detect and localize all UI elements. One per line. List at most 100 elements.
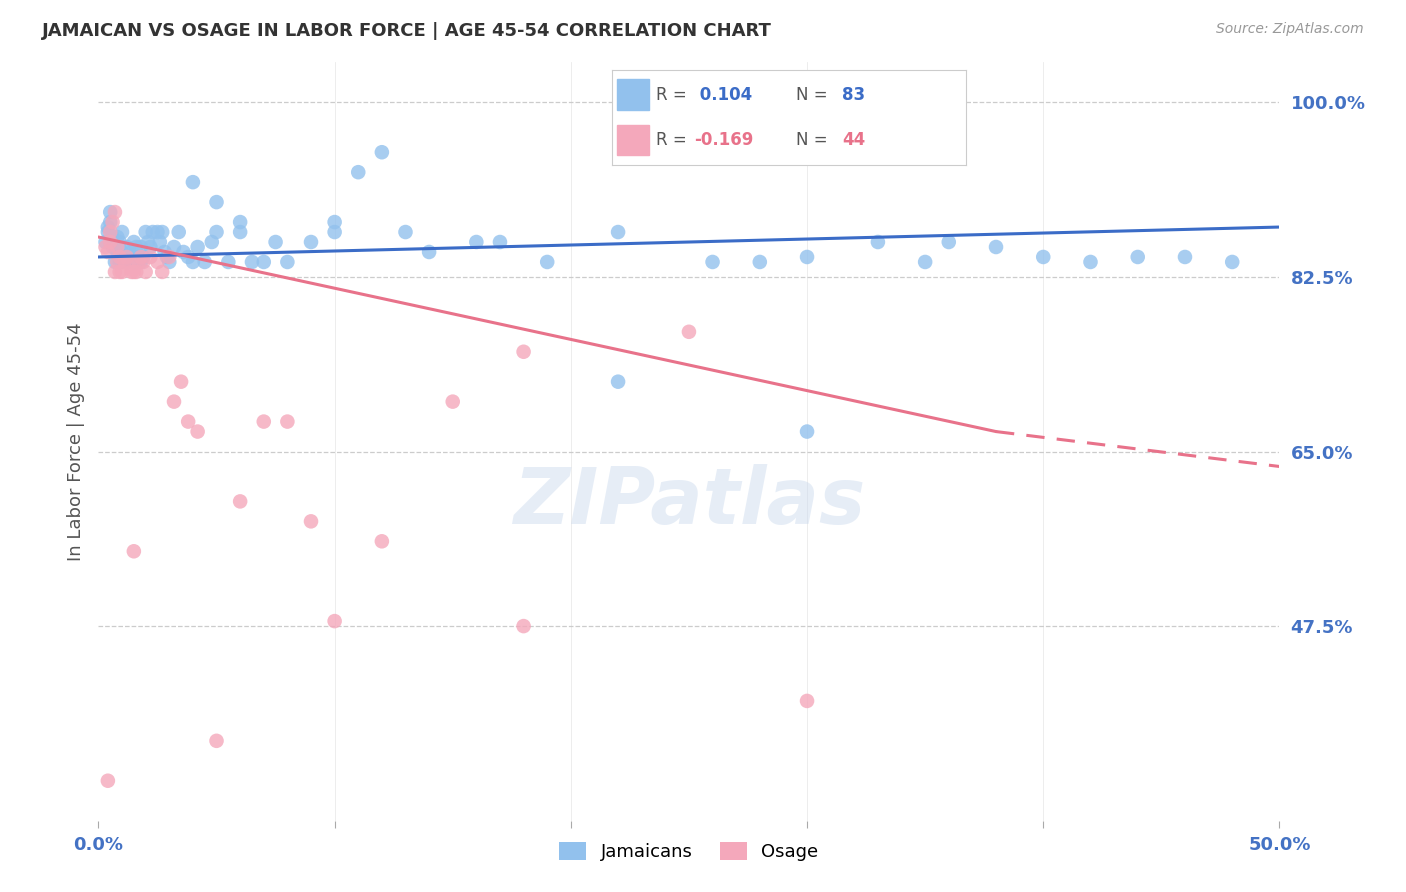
- Point: [104, 205, 127, 219]
- Y-axis label: In Labor Force | Age 45-54: In Labor Force | Age 45-54: [66, 322, 84, 561]
- Point: [181, 175, 204, 189]
- Point: [394, 225, 416, 239]
- Point: [98, 235, 121, 249]
- Point: [122, 255, 145, 269]
- Point: [299, 514, 322, 528]
- Point: [129, 240, 152, 254]
- Point: [163, 394, 186, 409]
- Point: [156, 250, 179, 264]
- Point: [101, 215, 124, 229]
- Point: [108, 235, 131, 249]
- Point: [163, 240, 186, 254]
- Point: [796, 694, 818, 708]
- Point: [94, 240, 117, 254]
- Point: [128, 250, 150, 264]
- Point: [105, 244, 128, 259]
- Point: [1032, 250, 1054, 264]
- Point: [150, 225, 173, 239]
- Point: [167, 225, 190, 239]
- Point: [276, 415, 298, 429]
- Point: [132, 250, 155, 264]
- Point: [194, 255, 217, 269]
- Point: [1220, 255, 1243, 269]
- Point: [796, 425, 818, 439]
- Point: [104, 255, 127, 269]
- Point: [97, 773, 120, 788]
- Point: [115, 250, 138, 264]
- Point: [128, 255, 150, 269]
- Point: [149, 235, 172, 249]
- Point: [205, 225, 228, 239]
- Point: [240, 255, 263, 269]
- Point: [101, 230, 124, 244]
- Point: [104, 265, 127, 279]
- Point: [914, 255, 936, 269]
- Point: [205, 195, 228, 210]
- Point: [536, 255, 558, 269]
- Point: [201, 235, 224, 249]
- Point: [1174, 250, 1197, 264]
- Point: [323, 215, 346, 229]
- Point: [122, 235, 145, 249]
- Point: [115, 255, 138, 269]
- Point: [153, 244, 176, 259]
- Point: [115, 240, 138, 254]
- Point: [1126, 250, 1149, 264]
- Point: [371, 534, 394, 549]
- Point: [105, 230, 128, 244]
- Point: [276, 255, 298, 269]
- Point: [111, 225, 134, 239]
- Point: [938, 235, 960, 249]
- Point: [177, 250, 200, 264]
- Point: [418, 244, 440, 259]
- Point: [97, 225, 120, 239]
- Point: [607, 225, 630, 239]
- Point: [105, 255, 128, 269]
- Point: [139, 240, 162, 254]
- Point: [108, 250, 131, 264]
- Point: [122, 265, 145, 279]
- Point: [105, 240, 128, 254]
- Point: [125, 240, 148, 254]
- Point: [111, 265, 134, 279]
- Point: [465, 235, 488, 249]
- Point: [135, 225, 157, 239]
- Point: [217, 255, 239, 269]
- Point: [157, 255, 180, 269]
- Point: [98, 205, 121, 219]
- Point: [187, 425, 209, 439]
- Text: ZIPatlas: ZIPatlas: [513, 464, 865, 541]
- Point: [146, 255, 169, 269]
- Point: [607, 375, 630, 389]
- Point: [135, 265, 157, 279]
- Point: [1080, 255, 1102, 269]
- Point: [229, 215, 252, 229]
- Point: [702, 255, 724, 269]
- Point: [136, 235, 159, 249]
- Point: [108, 255, 131, 269]
- Point: [441, 394, 464, 409]
- Point: [142, 225, 165, 239]
- Point: [97, 244, 120, 259]
- Point: [121, 250, 143, 264]
- Point: [129, 250, 152, 264]
- Point: [253, 255, 276, 269]
- Point: [104, 240, 127, 254]
- Point: [125, 265, 148, 279]
- Point: [170, 375, 193, 389]
- Point: [177, 415, 200, 429]
- Point: [866, 235, 889, 249]
- Point: [229, 494, 252, 508]
- Point: [678, 325, 700, 339]
- Point: [111, 244, 134, 259]
- Point: [512, 619, 534, 633]
- Point: [512, 344, 534, 359]
- Point: [984, 240, 1007, 254]
- Point: [264, 235, 287, 249]
- Point: [181, 255, 204, 269]
- Point: [94, 235, 117, 249]
- Point: [323, 614, 346, 628]
- Point: [253, 415, 276, 429]
- Point: [112, 255, 135, 269]
- Point: [101, 240, 124, 254]
